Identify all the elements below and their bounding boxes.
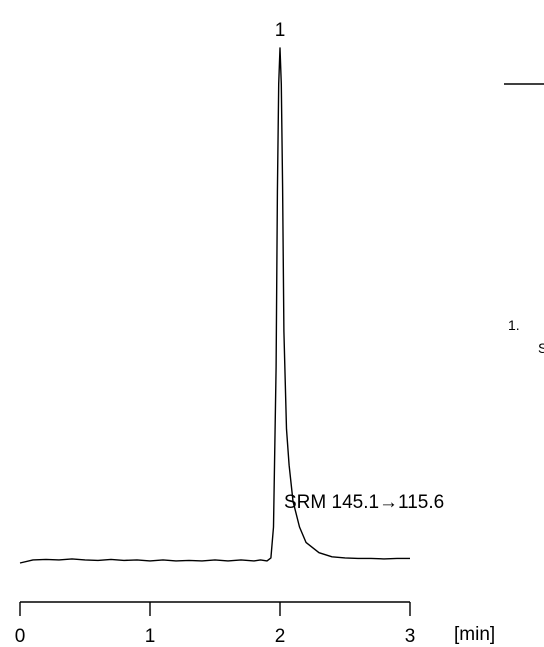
peak-list-marker: 1. xyxy=(508,317,520,333)
peak-list-fragment: S xyxy=(538,340,544,356)
transition-label: SRM 145.1→115.6 xyxy=(284,492,444,513)
x-axis-label: [min] xyxy=(454,624,495,645)
peak-label-0: 1 xyxy=(275,20,286,41)
x-tick-label-1: 1 xyxy=(145,626,156,647)
series-line-0 xyxy=(19,47,410,564)
x-tick-label-2: 2 xyxy=(275,626,286,647)
x-tick-label-3: 3 xyxy=(405,626,416,647)
x-tick-label-0: 0 xyxy=(15,626,26,647)
plot-marks: 1 0 1 2 3 xyxy=(15,20,416,647)
